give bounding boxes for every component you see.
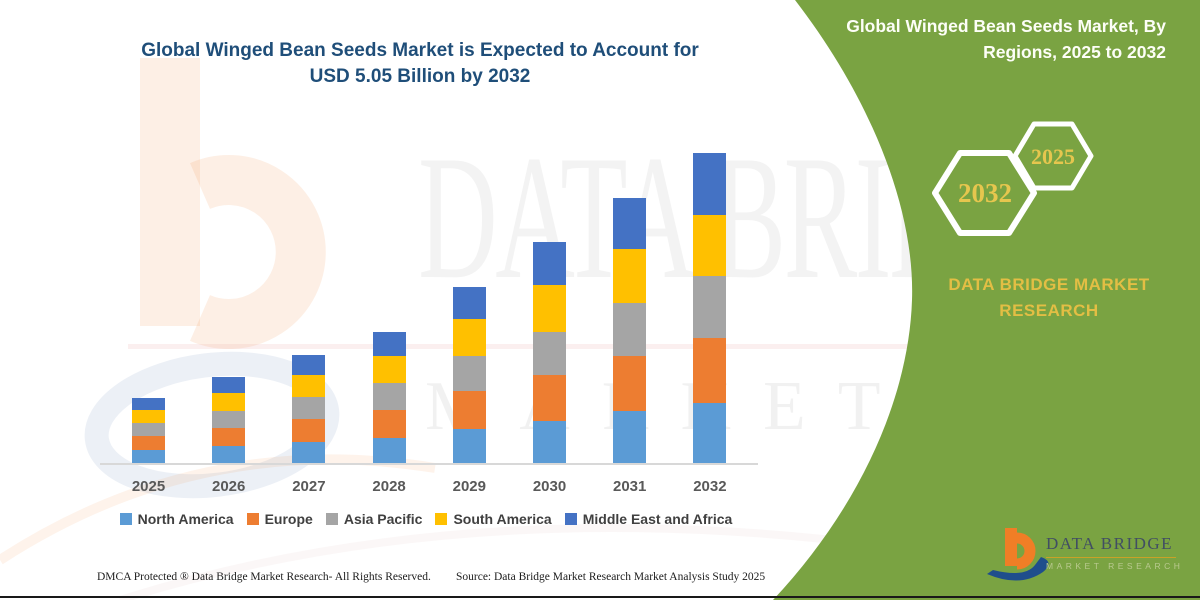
bar-2029-segment-europe bbox=[452, 390, 486, 429]
bottom-rule bbox=[0, 596, 1200, 598]
x-axis-label-2030: 2030 bbox=[532, 478, 567, 495]
bar-2026-segment-middle-east-and-africa bbox=[212, 377, 246, 394]
bar-2029-segment-south-america bbox=[452, 319, 486, 356]
bar-2030-segment-south-america bbox=[533, 285, 566, 332]
legend-item-north-america: North America bbox=[119, 511, 234, 527]
bar-2032-segment-middle-east-and-africa bbox=[693, 153, 727, 216]
bar-2030-segment-north-america bbox=[533, 420, 566, 463]
logo-name: DATA BRIDGE bbox=[1046, 534, 1176, 558]
chart-title-line1: Global Winged Bean Seeds Market is Expec… bbox=[141, 40, 699, 61]
bar-2030-segment-europe bbox=[533, 374, 566, 421]
bar-2026 bbox=[212, 377, 246, 463]
bar-2028-segment-south-america bbox=[372, 356, 406, 384]
bar-2031-segment-asia-pacific bbox=[613, 303, 647, 356]
bar-2025-segment-north-america bbox=[132, 450, 165, 463]
bar-2031-segment-europe bbox=[613, 355, 647, 412]
bar-2031-segment-south-america bbox=[613, 249, 647, 304]
legend-swatch-north-america bbox=[119, 513, 132, 525]
legend-item-asia-pacific: Asia Pacific bbox=[325, 511, 423, 527]
bar-2027-segment-europe bbox=[292, 418, 326, 443]
bar-2031-segment-middle-east-and-africa bbox=[613, 197, 647, 250]
bar-2026-segment-south-america bbox=[212, 393, 246, 411]
bar-2028 bbox=[372, 332, 406, 463]
bar-2032-segment-south-america bbox=[693, 215, 727, 277]
logo-b-stem-icon bbox=[1005, 528, 1017, 566]
legend-swatch-south-america bbox=[435, 513, 448, 525]
bar-2028-segment-europe bbox=[372, 409, 406, 438]
chart-title-line2: USD 5.05 Billion by 2032 bbox=[309, 66, 531, 87]
bar-2026-segment-europe bbox=[212, 428, 246, 447]
legend-swatch-asia-pacific bbox=[325, 513, 338, 525]
bar-2030 bbox=[533, 242, 566, 463]
legend-item-europe: Europe bbox=[246, 511, 313, 527]
legend-label-europe: Europe bbox=[264, 511, 313, 527]
legend-label-asia-pacific: Asia Pacific bbox=[343, 511, 423, 527]
legend-label-south-america: South America bbox=[453, 511, 552, 527]
legend-item-south-america: South America bbox=[435, 511, 552, 527]
dmca-notice: DMCA Protected ® Data Bridge Market Rese… bbox=[97, 571, 431, 583]
chart-title: Global Winged Bean Seeds Market is Expec… bbox=[110, 38, 730, 90]
x-axis-label-2028: 2028 bbox=[372, 478, 406, 495]
legend-swatch-europe bbox=[246, 513, 259, 525]
bar-2026-segment-asia-pacific bbox=[212, 410, 246, 429]
bar-2032-segment-asia-pacific bbox=[693, 276, 727, 339]
bar-2025 bbox=[132, 397, 165, 463]
logo-subtitle: MARKET RESEARCH bbox=[1046, 561, 1184, 571]
bar-2027 bbox=[292, 355, 326, 463]
bar-2028-segment-north-america bbox=[372, 437, 406, 463]
legend: North America Europe Asia Pacific South Ame… bbox=[90, 511, 762, 527]
bar-2031-segment-north-america bbox=[613, 411, 647, 463]
bar-2030-segment-middle-east-and-africa bbox=[533, 242, 566, 286]
bar-2025-segment-south-america bbox=[132, 409, 165, 424]
logo-b-bowl-icon bbox=[1016, 532, 1036, 570]
logo-wordmark: DATA BRIDGE MARKET RESEARCH bbox=[1046, 534, 1184, 571]
x-axis-label-2025: 2025 bbox=[131, 478, 166, 495]
x-axis-label-2027: 2027 bbox=[292, 478, 326, 495]
x-axis-line bbox=[100, 463, 758, 465]
bar-2025-segment-middle-east-and-africa bbox=[132, 397, 165, 410]
bar-2029-segment-middle-east-and-africa bbox=[452, 286, 486, 320]
bar-2028-segment-middle-east-and-africa bbox=[372, 332, 406, 357]
bar-2025-segment-europe bbox=[132, 436, 165, 451]
bar-2032-segment-north-america bbox=[693, 402, 727, 463]
bar-2028-segment-asia-pacific bbox=[372, 383, 406, 410]
bar-2032 bbox=[693, 153, 727, 463]
bar-2031 bbox=[613, 197, 647, 463]
legend-label-north-america: North America bbox=[137, 511, 234, 527]
bar-2025-segment-asia-pacific bbox=[132, 423, 165, 436]
bar-2029 bbox=[452, 286, 486, 463]
legend-item-middle-east-and-africa: Middle East and Africa bbox=[564, 511, 733, 527]
source-note: Source: Data Bridge Market Research Mark… bbox=[456, 571, 766, 583]
bar-2029-segment-north-america bbox=[452, 428, 486, 463]
bar-2027-segment-asia-pacific bbox=[292, 397, 326, 419]
bar-2027-segment-north-america bbox=[292, 442, 326, 463]
bar-2032-segment-europe bbox=[693, 338, 727, 403]
bar-2027-segment-south-america bbox=[292, 375, 326, 398]
bar-2030-segment-asia-pacific bbox=[533, 331, 566, 375]
stacked-bars bbox=[132, 153, 727, 463]
legend-swatch-middle-east-and-africa bbox=[564, 513, 577, 525]
bar-2026-segment-north-america bbox=[212, 446, 246, 463]
x-axis-label-2029: 2029 bbox=[452, 478, 486, 495]
bar-2029-segment-asia-pacific bbox=[452, 355, 486, 391]
x-axis-label-2031: 2031 bbox=[613, 478, 647, 495]
x-axis-label-2032: 2032 bbox=[693, 478, 727, 495]
bar-2027-segment-middle-east-and-africa bbox=[292, 355, 326, 376]
x-axis-label-2026: 2026 bbox=[212, 478, 246, 495]
legend-label-middle-east-and-africa: Middle East and Africa bbox=[582, 511, 733, 527]
